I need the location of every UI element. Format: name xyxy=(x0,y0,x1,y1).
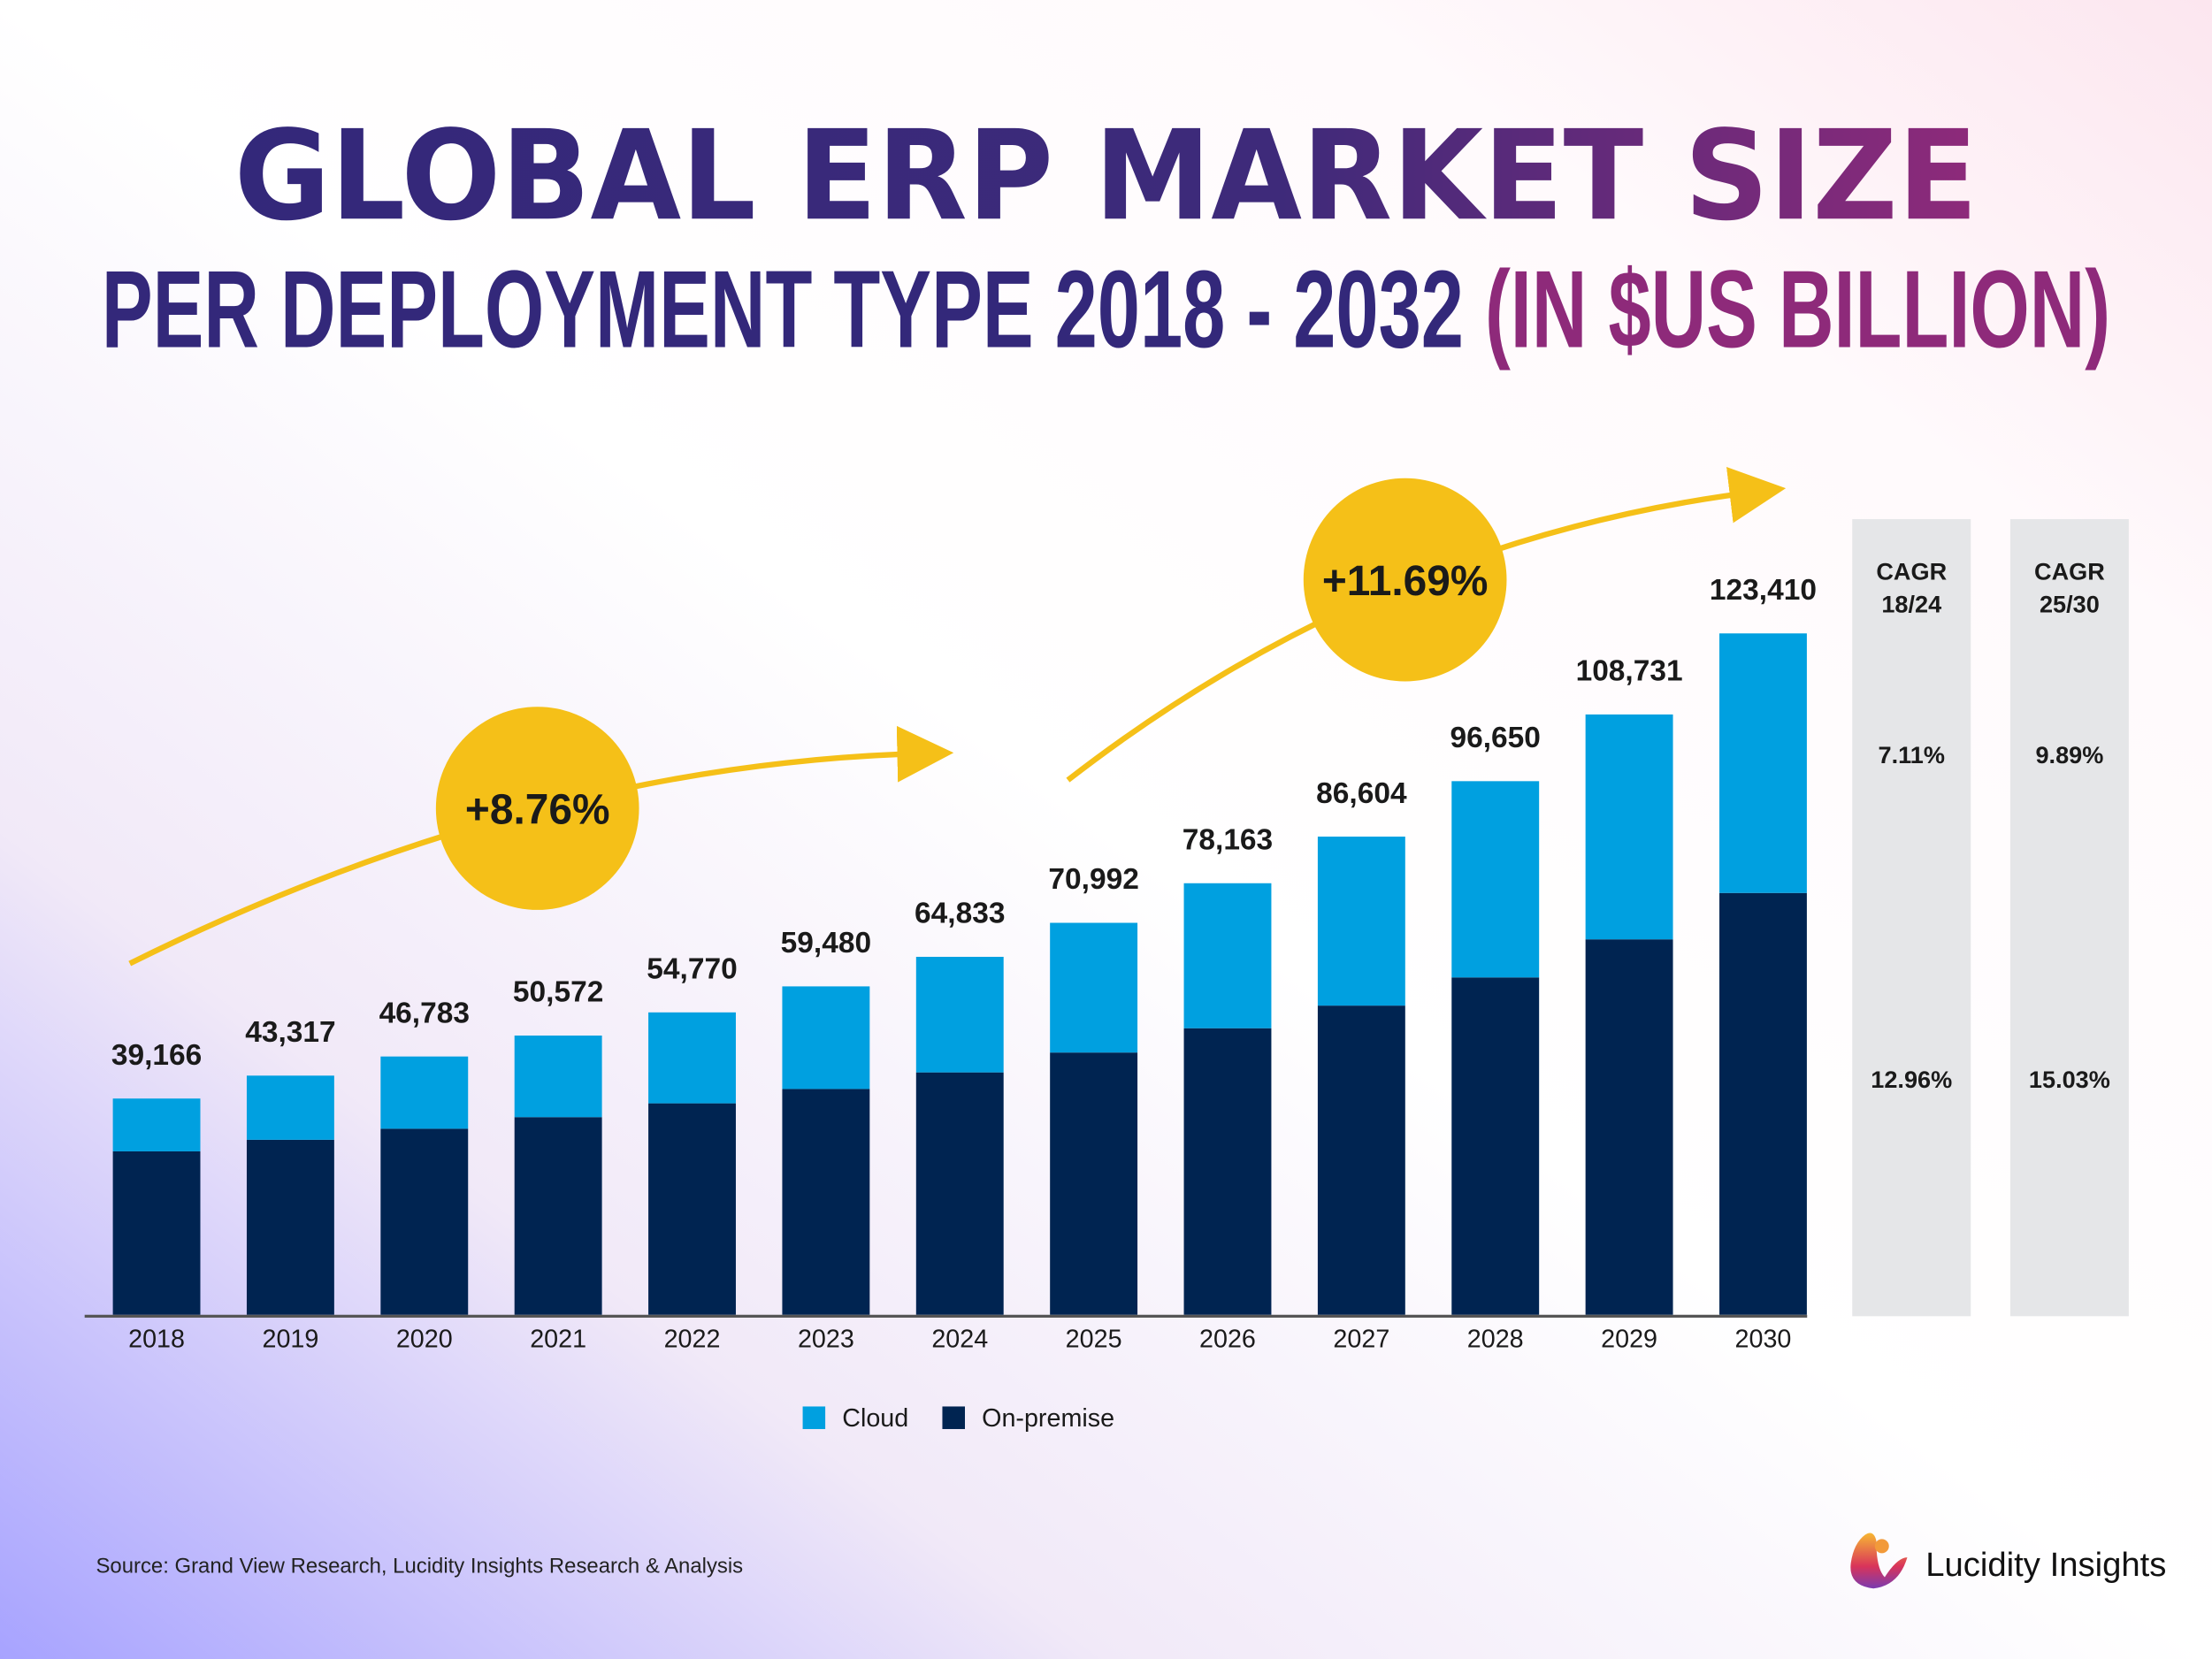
bar-on-premise-2019 xyxy=(246,1139,334,1315)
x-tick-2025: 2025 xyxy=(1066,1325,1122,1353)
cagr-panel xyxy=(1852,519,1971,1317)
total-label-2024: 64,833 xyxy=(915,898,1005,930)
bar-cloud-2019 xyxy=(246,1075,334,1140)
x-tick-2028: 2028 xyxy=(1467,1325,1524,1353)
legend-swatch-on-premise xyxy=(942,1406,965,1429)
chart-subtitle: PER DEPLOYMENT TYPE 2018 - 2032 (IN $US … xyxy=(102,248,2110,371)
x-tick-2019: 2019 xyxy=(262,1325,318,1353)
x-tick-2021: 2021 xyxy=(530,1325,586,1353)
bar-on-premise-2025 xyxy=(1050,1052,1138,1315)
x-tick-2022: 2022 xyxy=(664,1325,721,1353)
bar-cloud-2024 xyxy=(915,956,1004,1073)
bar-cloud-2026 xyxy=(1183,883,1272,1028)
x-tick-2030: 2030 xyxy=(1735,1325,1792,1353)
x-tick-2029: 2029 xyxy=(1601,1325,1657,1353)
logo-icon xyxy=(1850,1533,1908,1589)
cagr-value: 12.96% xyxy=(1871,1066,1952,1093)
brand-name: Lucidity Insights xyxy=(1925,1546,2166,1584)
bar-cloud-2021 xyxy=(514,1036,602,1118)
x-tick-2018: 2018 xyxy=(128,1325,185,1353)
total-label-2018: 39,166 xyxy=(111,1039,202,1072)
bar-on-premise-2028 xyxy=(1451,977,1540,1315)
bar-on-premise-2021 xyxy=(514,1117,602,1315)
total-label-2019: 43,317 xyxy=(245,1016,335,1049)
cagr-value: 15.03% xyxy=(2029,1066,2110,1093)
total-label-2022: 54,770 xyxy=(647,953,737,986)
total-label-2025: 70,992 xyxy=(1048,863,1138,896)
bar-cloud-2029 xyxy=(1585,714,1673,940)
bar-on-premise-2026 xyxy=(1183,1028,1272,1315)
bar-on-premise-2027 xyxy=(1317,1005,1405,1315)
cagr-value: 7.11% xyxy=(1879,741,1945,768)
brand-logo: Lucidity Insights xyxy=(1850,1533,2166,1589)
cagr-period: 18/24 xyxy=(1881,590,1941,617)
bar-on-premise-2023 xyxy=(782,1089,870,1315)
bar-cloud-2022 xyxy=(648,1012,736,1104)
bar-cloud-2030 xyxy=(1719,633,1807,893)
bar-on-premise-2020 xyxy=(380,1128,469,1315)
total-label-2026: 78,163 xyxy=(1183,823,1273,856)
growth-bubble-1 xyxy=(435,707,639,910)
x-tick-2020: 2020 xyxy=(396,1325,453,1353)
source-note: Source: Grand View Research, Lucidity In… xyxy=(96,1555,743,1579)
legend-label-cloud: Cloud xyxy=(842,1404,908,1433)
bar-cloud-2028 xyxy=(1451,781,1540,978)
legend-swatch-cloud xyxy=(802,1406,826,1429)
growth-bubble-2 xyxy=(1303,478,1507,682)
bar-on-premise-2029 xyxy=(1585,939,1673,1315)
x-tick-2026: 2026 xyxy=(1199,1325,1256,1353)
cagr-panel xyxy=(2009,519,2129,1317)
growth-label-2: +11.69% xyxy=(1322,558,1489,605)
x-tick-2024: 2024 xyxy=(931,1325,988,1353)
bar-cloud-2018 xyxy=(112,1098,201,1151)
total-label-2029: 108,731 xyxy=(1576,655,1683,688)
bar-cloud-2025 xyxy=(1050,922,1138,1053)
cagr-header: CAGR xyxy=(1876,558,1947,585)
bar-cloud-2027 xyxy=(1317,837,1405,1006)
cagr-column-1: CAGR 18/24 7.11% 12.96% xyxy=(1852,519,1971,1317)
growth-label-1: +8.76% xyxy=(465,787,610,834)
bar-on-premise-2018 xyxy=(112,1151,201,1315)
chart-title: GLOBAL ERP MARKET SIZE xyxy=(234,104,1978,248)
bar-on-premise-2022 xyxy=(648,1103,736,1315)
subtitle-unit: (IN $US BILLION) xyxy=(1485,248,2110,371)
legend-label-on-premise: On-premise xyxy=(982,1404,1114,1433)
bars: 39,166 2018 43,317 2019 46,783 2020 50,572 2021… xyxy=(111,574,1817,1353)
x-tick-2023: 2023 xyxy=(798,1325,854,1353)
cagr-header: CAGR xyxy=(2034,558,2105,585)
bar-on-premise-2024 xyxy=(915,1072,1004,1315)
bar-on-premise-2030 xyxy=(1719,892,1807,1315)
x-tick-2027: 2027 xyxy=(1333,1325,1389,1353)
cagr-column-2: CAGR 25/30 9.89% 15.03% xyxy=(2009,519,2129,1317)
legend: Cloud On-premise xyxy=(802,1404,1114,1433)
bar-cloud-2023 xyxy=(782,986,870,1089)
bar-cloud-2020 xyxy=(380,1056,469,1129)
total-label-2020: 46,783 xyxy=(379,997,470,1029)
total-label-2028: 96,650 xyxy=(1450,722,1541,754)
total-label-2027: 86,604 xyxy=(1316,777,1407,810)
subtitle-main: PER DEPLOYMENT TYPE 2018 - 2032 xyxy=(102,248,1464,371)
cagr-period: 25/30 xyxy=(2040,590,2100,617)
total-label-2021: 50,572 xyxy=(513,976,603,1009)
cagr-value: 9.89% xyxy=(2035,741,2103,768)
total-label-2030: 123,410 xyxy=(1710,574,1817,607)
total-label-2023: 59,480 xyxy=(781,927,871,959)
logo-dot xyxy=(1874,1539,1889,1554)
